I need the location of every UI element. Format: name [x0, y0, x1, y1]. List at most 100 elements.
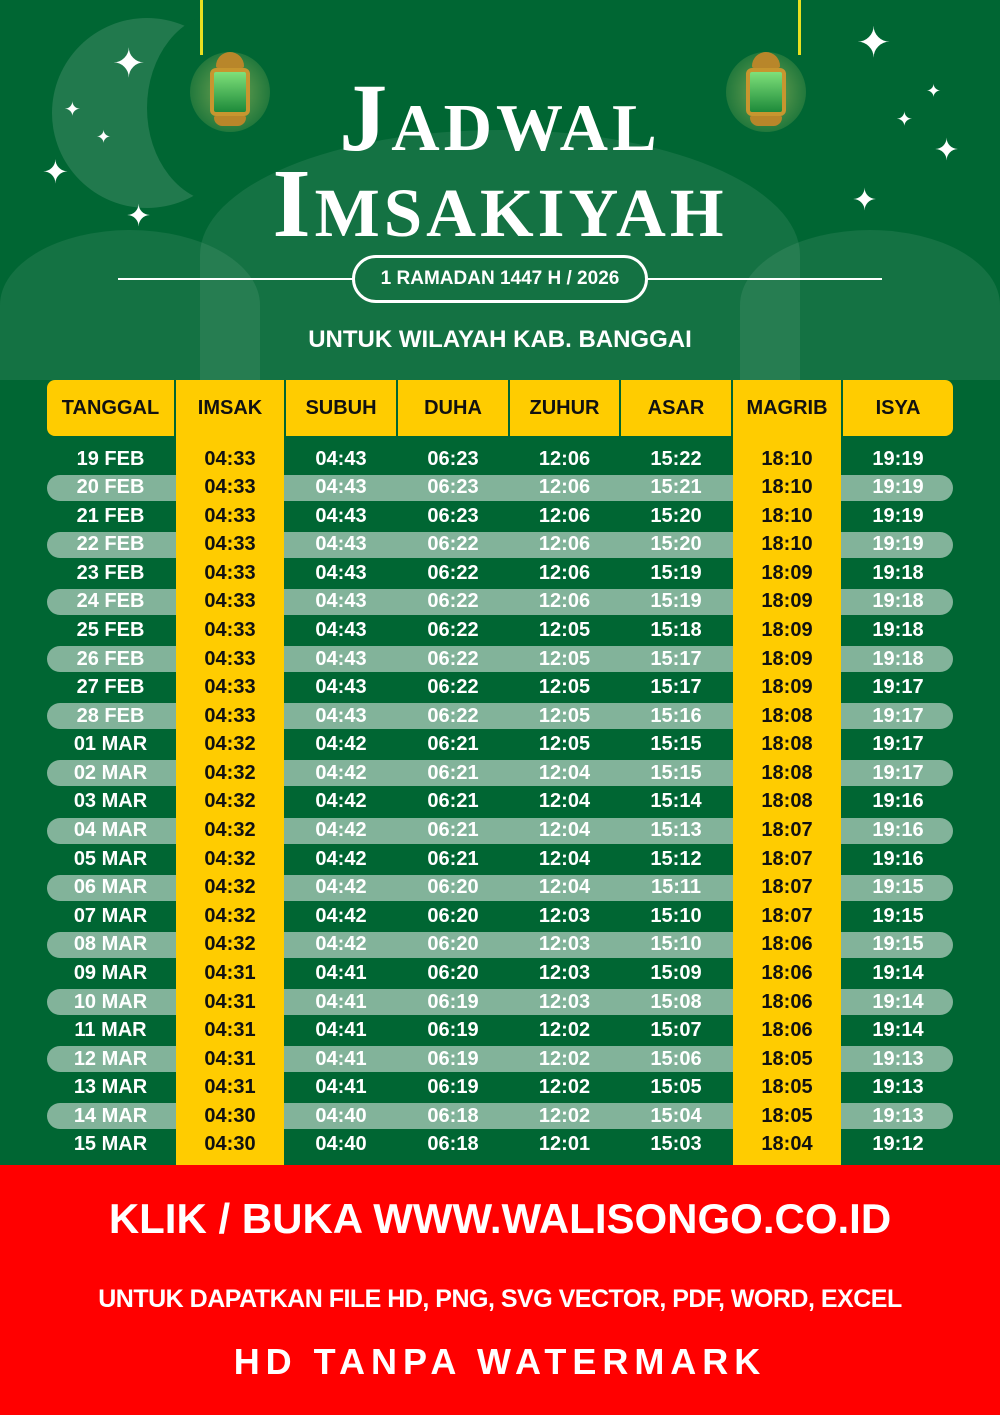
cell-text: 25 FEB — [76, 618, 145, 641]
cell-zuhur: 12:05 — [510, 646, 619, 672]
table-row: 03 MAR 04:32 04:42 06:21 12:04 15:14 18:08 19:1… — [47, 789, 953, 815]
cell-duha: 06:21 — [398, 732, 508, 758]
cell-imsak: 04:32 — [176, 760, 284, 787]
cell-text: 23 FEB — [76, 561, 145, 584]
cell-tanggal: 10 MAR — [47, 989, 174, 1015]
cell-asar: 15:14 — [621, 789, 731, 815]
cell-text: 15:22 — [650, 447, 702, 470]
star-icon: ✦ — [934, 134, 960, 167]
cell-text: 04:32 — [204, 790, 256, 813]
cell-text: 06:22 — [427, 704, 479, 727]
cell-magrib: 18:07 — [733, 874, 841, 901]
cell-text: 19:17 — [872, 676, 924, 699]
cell-tanggal: 23 FEB — [47, 560, 174, 586]
promo-banner[interactable]: KLIK / BUKA WWW.WALISONGO.CO.ID UNTUK DA… — [0, 1165, 1000, 1415]
cell-duha: 06:18 — [398, 1103, 508, 1129]
cell-magrib: 18:06 — [733, 1018, 841, 1044]
date-badge: 1 RAMADAN 1447 H / 2026 — [352, 255, 648, 303]
cell-text: 04:43 — [315, 618, 367, 641]
cell-text: 06:20 — [427, 961, 479, 984]
cell-tanggal: 13 MAR — [47, 1075, 174, 1101]
date-badge-text: 1 RAMADAN 1447 H / 2026 — [380, 268, 620, 289]
cell-text: 12:05 — [538, 676, 591, 699]
table-row: 25 FEB 04:33 04:43 06:22 12:05 15:18 18:09 19:1… — [47, 617, 953, 643]
cell-text: 06:19 — [427, 990, 479, 1013]
cell-text: 15:20 — [650, 533, 702, 556]
cell-imsak: 04:31 — [176, 1075, 284, 1101]
cell-isya: 19:18 — [843, 646, 953, 672]
cell-text: 22 FEB — [76, 533, 145, 556]
cell-imsak: 04:33 — [176, 588, 284, 615]
column-header-text: SUBUH — [305, 396, 377, 419]
cell-text: 18:08 — [761, 790, 813, 813]
table-row: 01 MAR 04:32 04:42 06:21 12:05 15:15 18:08 19:1… — [47, 732, 953, 758]
table-row: 13 MAR 04:31 04:41 06:19 12:02 15:05 18:05 19:1… — [47, 1075, 953, 1101]
cell-zuhur: 12:06 — [510, 589, 619, 615]
cell-text: 06:19 — [427, 1076, 479, 1099]
cell-text: 12:06 — [538, 504, 591, 527]
cell-isya: 19:17 — [843, 703, 953, 729]
cell-isya: 19:13 — [843, 1103, 953, 1129]
cell-duha: 06:21 — [398, 760, 508, 786]
cell-text: 18:09 — [761, 618, 813, 641]
banner-line-1[interactable]: KLIK / BUKA WWW.WALISONGO.CO.ID — [108, 1195, 892, 1242]
cell-tanggal: 06 MAR — [47, 875, 174, 901]
cell-text: 04:33 — [204, 618, 256, 641]
cell-isya: 19:19 — [843, 503, 953, 529]
cell-text: 15:09 — [650, 961, 702, 984]
cell-magrib: 18:05 — [733, 1046, 841, 1073]
cell-text: 04:41 — [315, 1047, 367, 1070]
cell-magrib: 18:09 — [733, 646, 841, 673]
cell-text: 04:32 — [204, 904, 256, 927]
cell-zuhur: 12:05 — [510, 675, 619, 701]
cell-duha: 06:21 — [398, 846, 508, 872]
cell-text: 18:06 — [761, 990, 813, 1013]
column-header-text: ZUHUR — [529, 396, 600, 419]
cell-imsak: 04:33 — [176, 617, 284, 643]
column-header-isya: ISYA — [843, 380, 953, 436]
cell-text: 12:06 — [538, 447, 591, 470]
cell-subuh: 04:43 — [286, 675, 396, 701]
cell-duha: 06:22 — [398, 560, 508, 586]
cell-text: 19:16 — [872, 790, 924, 813]
lantern-icon — [190, 52, 270, 132]
table-row: 21 FEB 04:33 04:43 06:23 12:06 15:20 18:10 19:1… — [47, 503, 953, 529]
cell-isya: 19:14 — [843, 960, 953, 986]
cell-text: 01 MAR — [73, 733, 148, 756]
cell-text: 12:06 — [538, 561, 591, 584]
cell-text: 04:41 — [315, 1076, 367, 1099]
cell-text: 06:18 — [427, 1104, 479, 1127]
cell-text: 18:05 — [761, 1104, 813, 1127]
cell-text: 18:08 — [761, 704, 813, 727]
column-header-duha: DUHA — [398, 380, 508, 436]
cell-text: 04:42 — [315, 761, 367, 784]
cell-text: 19:14 — [872, 1019, 924, 1042]
cell-text: 12:05 — [538, 647, 591, 670]
cell-text: 19:13 — [872, 1104, 924, 1127]
cell-asar: 15:09 — [621, 960, 731, 986]
cell-text: 04:43 — [315, 647, 367, 670]
table-header: TANGGAL IMSAK SUBUH DUHA ZUHUR ASAR MAGRIB ISYA — [47, 380, 953, 436]
cell-subuh: 04:40 — [286, 1103, 396, 1129]
cell-zuhur: 12:04 — [510, 875, 619, 901]
cell-text: 04:42 — [315, 847, 367, 870]
cell-imsak: 04:30 — [176, 1132, 284, 1158]
star-icon: ✦ — [64, 99, 81, 121]
cell-text: 21 FEB — [76, 504, 145, 527]
star-icon: ✦ — [856, 19, 892, 66]
cell-text: 04:33 — [204, 676, 256, 699]
cell-zuhur: 12:04 — [510, 789, 619, 815]
cell-tanggal: 03 MAR — [47, 789, 174, 815]
cell-tanggal: 24 FEB — [47, 589, 174, 615]
cell-isya: 19:14 — [843, 1018, 953, 1044]
table-row: 22 FEB 04:33 04:43 06:22 12:06 15:20 18:10 19:1… — [47, 531, 953, 558]
cell-isya: 19:18 — [843, 617, 953, 643]
cell-isya: 19:16 — [843, 818, 953, 844]
table-row: 24 FEB 04:33 04:43 06:22 12:06 15:19 18:09 19:1… — [47, 588, 953, 615]
cell-text: 12:04 — [538, 819, 591, 842]
cell-duha: 06:22 — [398, 646, 508, 672]
cell-text: 04:33 — [204, 647, 256, 670]
cell-isya: 19:13 — [843, 1075, 953, 1101]
lantern-rope — [200, 0, 203, 55]
cell-asar: 15:17 — [621, 675, 731, 701]
